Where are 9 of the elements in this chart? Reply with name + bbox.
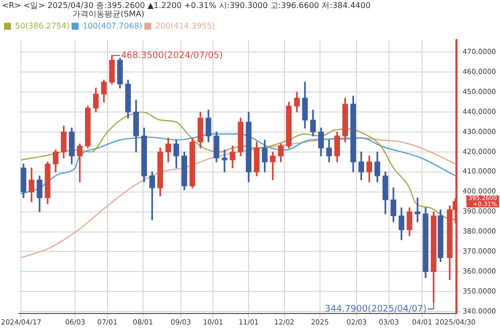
legend-label: 100(407.7068) xyxy=(82,21,142,30)
annotation: 468.3500(2024/07/05) xyxy=(120,50,223,61)
legend-label: 200(414.3955) xyxy=(155,21,215,30)
legend-label: 50(386.2754) xyxy=(15,21,70,30)
line-series xyxy=(20,137,456,258)
annotation: 344.7900(2025/04/07) xyxy=(324,304,427,314)
line-series xyxy=(20,111,456,220)
chart-title: <R> <일> 2025/04/30 종:395.2600 ▲1.2200 +0.31% 시:390.3000 고:396.6600 저:384.4400 xyxy=(2,0,371,10)
legend-title: 가격이동평균(SMA) xyxy=(72,10,144,19)
